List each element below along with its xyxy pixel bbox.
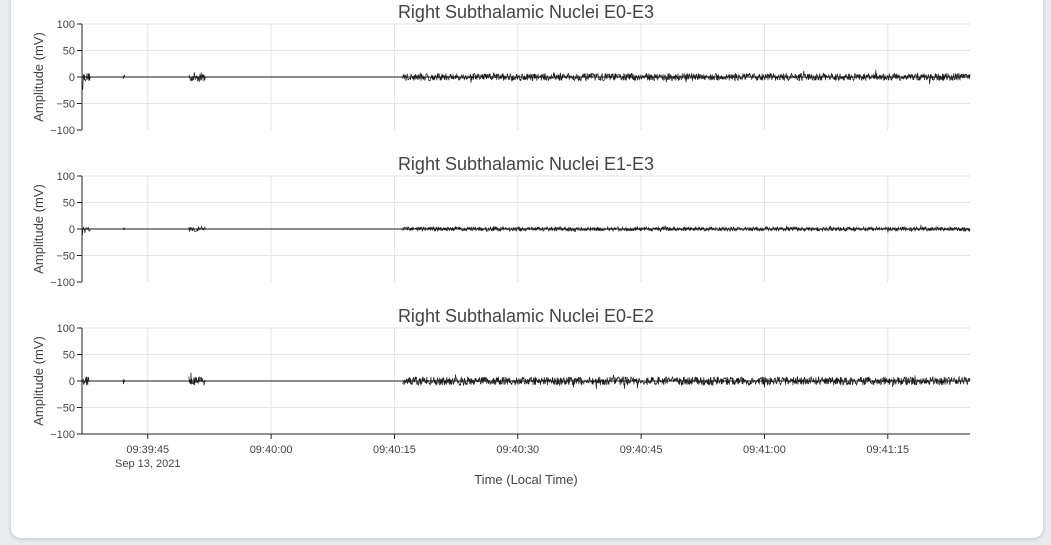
y-tick-label: 100 — [57, 171, 75, 183]
y-tick-label: −50 — [56, 403, 75, 415]
signal-trace-segment — [402, 374, 971, 390]
y-tick-label: −100 — [50, 429, 75, 441]
y-tick-label: 0 — [69, 376, 75, 388]
y-tick-label: 0 — [69, 224, 75, 236]
y-axis-label: Amplitude (mV) — [31, 336, 46, 426]
y-tick-label: 100 — [57, 323, 75, 335]
y-tick-label: 100 — [57, 19, 75, 31]
x-tick-label: 09:41:00 — [743, 444, 786, 456]
x-axis-label: Time (Local Time) — [474, 472, 578, 487]
y-tick-label: 50 — [63, 198, 75, 210]
chart-title: Right Subthalamic Nuclei E0-E2 — [398, 306, 654, 326]
x-tick-label: 09:40:30 — [496, 444, 539, 456]
x-tick-label: 09:39:45 — [126, 444, 169, 456]
signal-trace-segment — [81, 73, 91, 91]
x-tick-label: 09:40:15 — [373, 444, 416, 456]
x-tick-date-label: Sep 13, 2021 — [115, 458, 180, 470]
signal-trace-segment — [122, 227, 126, 231]
x-tick-label: 09:41:15 — [866, 444, 909, 456]
x-tick-label: 09:40:00 — [250, 444, 293, 456]
y-tick-label: 50 — [63, 46, 75, 58]
y-tick-label: −50 — [56, 251, 75, 263]
chart-title: Right Subthalamic Nuclei E1-E3 — [398, 154, 654, 174]
signal-trace-segment — [122, 74, 126, 80]
y-tick-label: 0 — [69, 72, 75, 84]
signal-trace-segment — [122, 378, 126, 385]
chart-title: Right Subthalamic Nuclei E0-E3 — [398, 2, 654, 22]
chart-card — [11, 0, 1043, 538]
y-tick-label: −100 — [50, 125, 75, 137]
signal-trace-segment — [81, 226, 91, 237]
signal-trace-segment — [188, 372, 206, 386]
y-tick-label: −50 — [56, 99, 75, 111]
y-tick-label: −100 — [50, 277, 75, 289]
y-axis-label: Amplitude (mV) — [31, 184, 46, 274]
signal-trace-segment — [81, 376, 91, 386]
signal-trace-segment — [402, 69, 971, 85]
chart-panel-2: 100 50 0 −50 −100 Amplitude (mV) Right Subthal… — [31, 154, 971, 289]
signal-trace-segment — [188, 72, 206, 82]
signal-trace-segment — [402, 224, 971, 233]
x-tick-label: 09:40:45 — [620, 444, 663, 456]
chart-panel-3: 100 50 0 −50 −100 Amplitude (mV) Right Subthal… — [31, 306, 971, 487]
signal-trace-segment — [188, 225, 206, 232]
y-axis-label: Amplitude (mV) — [31, 32, 46, 122]
chart-panel-1: 100 50 0 −50 −100 Amplitude (mV) Right Subthal… — [31, 2, 971, 137]
y-tick-label: 50 — [63, 350, 75, 362]
